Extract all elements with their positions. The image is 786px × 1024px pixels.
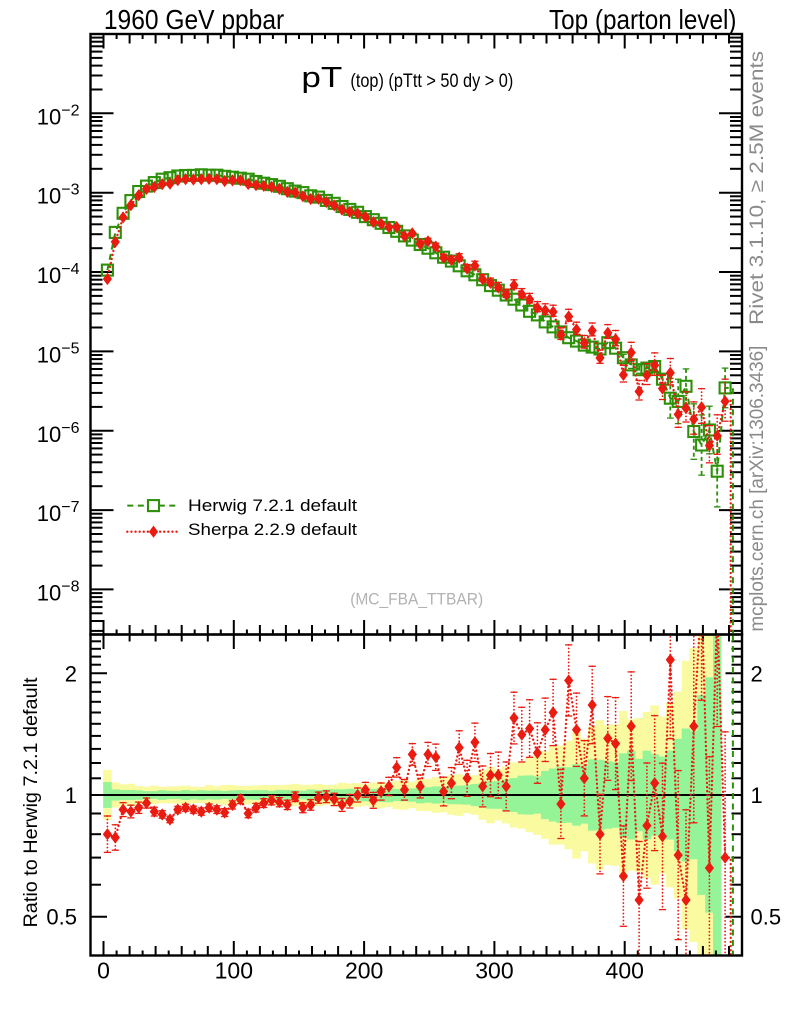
svg-text:1: 1 <box>65 783 77 808</box>
svg-text:0.5: 0.5 <box>46 905 77 930</box>
svg-text:1: 1 <box>751 783 763 808</box>
svg-text:Ratio to Herwig 7.2.1 default: Ratio to Herwig 7.2.1 default <box>20 677 42 928</box>
svg-text:10−3: 10−3 <box>37 182 80 209</box>
svg-text:10−7: 10−7 <box>37 499 80 526</box>
svg-text:Sherpa 2.2.9 default: Sherpa 2.2.9 default <box>188 520 357 539</box>
svg-text:(MC_FBA_TTBAR): (MC_FBA_TTBAR) <box>350 591 483 609</box>
svg-text:300: 300 <box>475 958 513 984</box>
svg-text:mcplots.cern.ch [arXiv:1306.34: mcplots.cern.ch [arXiv:1306.3436] <box>747 346 768 632</box>
svg-text:0.5: 0.5 <box>751 905 782 930</box>
svg-text:0: 0 <box>97 958 110 984</box>
svg-text:200: 200 <box>345 958 383 984</box>
svg-text:2: 2 <box>751 661 763 686</box>
svg-text:Herwig 7.2.1 default: Herwig 7.2.1 default <box>188 496 357 515</box>
svg-text:400: 400 <box>606 958 644 984</box>
svg-text:Rivet 3.1.10, ≥ 2.5M events: Rivet 3.1.10, ≥ 2.5M events <box>746 51 768 325</box>
svg-text:1960 GeV ppbar: 1960 GeV ppbar <box>104 4 284 35</box>
svg-text:2: 2 <box>65 661 77 686</box>
svg-text:pT (top) (pTtt > 50 dy > 0): pT (top) (pTtt > 50 dy > 0) <box>301 62 513 94</box>
svg-text:100: 100 <box>215 958 253 984</box>
svg-text:Top (parton level): Top (parton level) <box>549 4 737 35</box>
